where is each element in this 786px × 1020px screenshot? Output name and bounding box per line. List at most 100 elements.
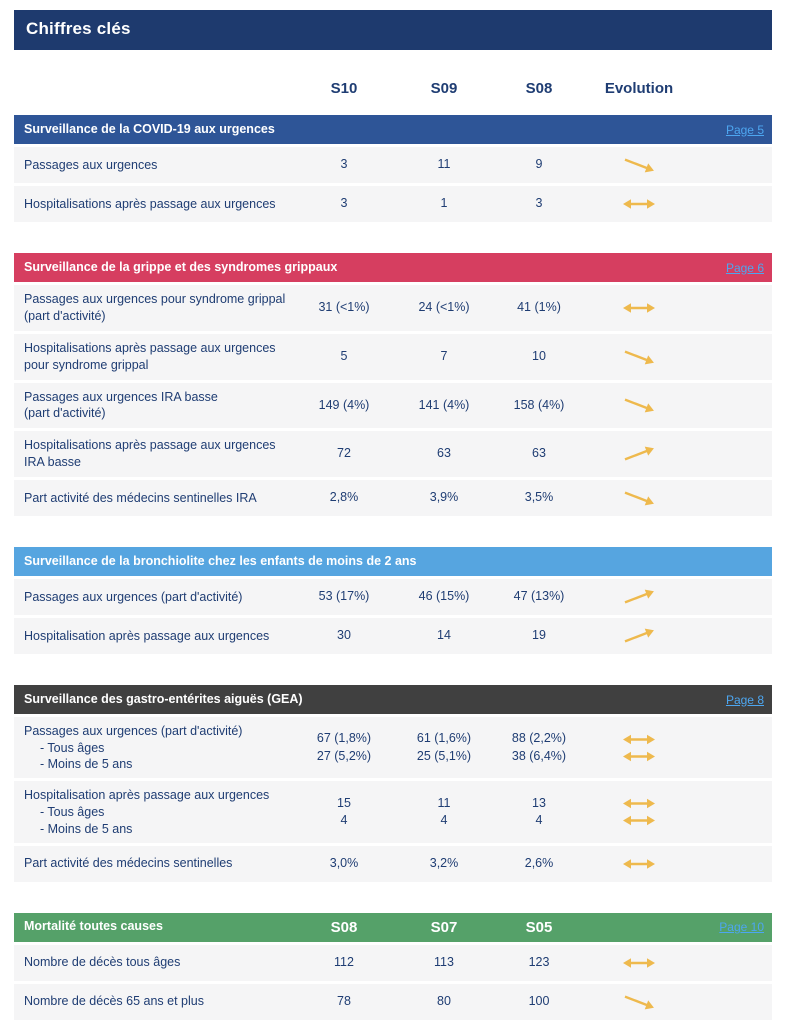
trend-down-icon xyxy=(624,158,654,173)
row-value: 1 xyxy=(440,196,448,211)
row-label-text: Nombre de décès tous âges xyxy=(24,955,181,970)
row-value: 3 xyxy=(340,196,348,211)
row-value: 3 xyxy=(340,157,348,172)
row-value: 19 xyxy=(532,628,546,643)
row-value: 123 xyxy=(528,955,550,969)
col-header-week2: S09 xyxy=(430,80,458,97)
chiffres-cles-page: Chiffres clés S10 S09 S08 Evolution Surv… xyxy=(0,10,786,1020)
trend-cell xyxy=(584,345,694,369)
row-value: 11 xyxy=(437,157,451,172)
row-value: 7 xyxy=(440,348,448,363)
trend-stable-icon xyxy=(623,199,655,209)
row-label: Passages aux urgences IRA basse (part d'… xyxy=(14,389,294,423)
row-label: Passages aux urgences xyxy=(14,157,294,174)
table-row: Part activité des médecins sentinelles I… xyxy=(14,480,772,516)
col-header-week3: S08 xyxy=(525,80,553,97)
column-headers: S10 S09 S08 Evolution xyxy=(14,74,772,103)
row-label-text: Hospitalisations après passage aux urgen… xyxy=(24,196,276,211)
row-value: 46 (15%) xyxy=(418,589,470,604)
row-label: Part activité des médecins sentinelles I… xyxy=(14,490,294,507)
section-bronchiolite: Surveillance de la bronchiolite chez les… xyxy=(14,547,772,654)
section-header-gea: Surveillance des gastro-entérites aiguës… xyxy=(14,685,772,714)
trend-stable-icon xyxy=(623,957,655,968)
row-value: 78 xyxy=(337,994,351,1008)
row-label-text: Passages aux urgences pour syndrome grip… xyxy=(24,292,286,323)
row-value: 158 (4%) xyxy=(513,397,565,412)
col-header-spacer xyxy=(14,74,294,103)
section-grippe: Surveillance de la grippe et des syndrom… xyxy=(14,253,772,516)
trend-stable-icon xyxy=(623,858,655,869)
trend-cell xyxy=(584,486,694,510)
row-value: 88 (2,2%) 38 (6,4%) xyxy=(511,731,567,763)
row-label: Part activité des médecins sentinelles xyxy=(14,855,294,872)
row-label-text: Part activité des médecins sentinelles xyxy=(24,856,233,871)
row-label-text: Passages aux urgences (part d'activité) xyxy=(24,724,243,738)
page-title: Chiffres clés xyxy=(26,19,131,38)
trend-down-icon xyxy=(624,491,654,506)
trend-cell xyxy=(584,990,694,1014)
page-link-covid[interactable]: Page 5 xyxy=(725,122,764,137)
row-value: 10 xyxy=(532,348,546,363)
trend-cell xyxy=(584,796,694,828)
row-value: 3,9% xyxy=(429,490,459,505)
trend-stable-icon xyxy=(623,303,655,313)
section-header-covid: Surveillance de la COVID-19 aux urgences… xyxy=(14,115,772,144)
row-value: 2,8% xyxy=(329,490,359,505)
trend-cell xyxy=(584,192,694,216)
section-title: Mortalité toutes causes xyxy=(24,919,163,934)
page-link-grippe[interactable]: Page 6 xyxy=(725,260,764,275)
row-value: 53 (17%) xyxy=(318,589,370,604)
trend-up-icon xyxy=(624,589,654,604)
table-row: Hospitalisation après passage aux urgenc… xyxy=(14,781,772,843)
band-col-header: S08 xyxy=(330,918,358,936)
trend-up-icon xyxy=(624,446,654,461)
row-value: 61 (1,6%) 25 (5,1%) xyxy=(416,731,472,763)
row-label: Hospitalisations après passage aux urgen… xyxy=(14,437,294,471)
row-label: Nombre de décès tous âges xyxy=(14,954,294,971)
row-value: 11 4 xyxy=(437,795,451,828)
band-link-area: Page 8 xyxy=(694,691,772,709)
row-label: Nombre de décès 65 ans et plus xyxy=(14,993,294,1010)
row-value: 112 xyxy=(334,955,354,969)
trend-cell xyxy=(584,852,694,876)
row-value: 80 xyxy=(437,994,451,1008)
section-mortalite: Mortalité toutes causes S08 S07 S05 Page 10 N… xyxy=(14,912,772,1020)
col-header-spacer xyxy=(694,74,772,103)
page-link-gea[interactable]: Page 8 xyxy=(725,692,764,707)
table-row: Passages aux urgences (part d'activité) 5… xyxy=(14,579,772,615)
row-value: 3 xyxy=(535,196,543,211)
table-row: Nombre de décès 65 ans et plus 78 80 100 xyxy=(14,983,772,1020)
row-value: 63 xyxy=(437,446,451,461)
trend-cell xyxy=(584,296,694,320)
table-row: Hospitalisations après passage aux urgen… xyxy=(14,431,772,477)
trend-stable-icon xyxy=(623,751,655,761)
band-link-area: Page 10 xyxy=(694,918,772,936)
trend-stable-icon xyxy=(623,734,655,744)
trend-cell xyxy=(584,585,694,609)
table-row: Passages aux urgences IRA basse (part d'… xyxy=(14,382,772,429)
row-label-text: Nombre de décès 65 ans et plus xyxy=(24,994,204,1009)
page-title-banner: Chiffres clés xyxy=(14,10,772,50)
trend-cell xyxy=(584,393,694,417)
table-row: Passages aux urgences pour syndrome grip… xyxy=(14,285,772,331)
row-value: 3,0% xyxy=(329,856,359,870)
row-label: Passages aux urgences pour syndrome grip… xyxy=(14,291,294,325)
section-covid: Surveillance de la COVID-19 aux urgences… xyxy=(14,115,772,222)
content: S10 S09 S08 Evolution Surveillance de la… xyxy=(14,74,772,1020)
table-row: Nombre de décès tous âges 112 113 123 xyxy=(14,944,772,981)
row-value: 113 xyxy=(434,955,454,969)
row-value: 41 (1%) xyxy=(517,300,561,315)
row-label: Hospitalisations après passage aux urgen… xyxy=(14,340,294,374)
trend-down-icon xyxy=(624,995,654,1010)
row-value: 3,2% xyxy=(429,856,459,870)
table-row: Hospitalisation après passage aux urgenc… xyxy=(14,618,772,654)
trend-cell xyxy=(584,153,694,177)
row-value: 30 xyxy=(337,628,351,643)
trend-cell xyxy=(584,624,694,648)
section-header-mortalite: Mortalité toutes causes S08 S07 S05 Page 10 xyxy=(14,912,772,942)
row-label-text: Hospitalisations après passage aux urgen… xyxy=(24,340,276,372)
trend-up-icon xyxy=(624,628,654,643)
row-value: 3,5% xyxy=(524,490,554,505)
page-link-mortalite[interactable]: Page 10 xyxy=(719,920,764,935)
row-label: Passages aux urgences (part d'activité) xyxy=(14,589,294,606)
